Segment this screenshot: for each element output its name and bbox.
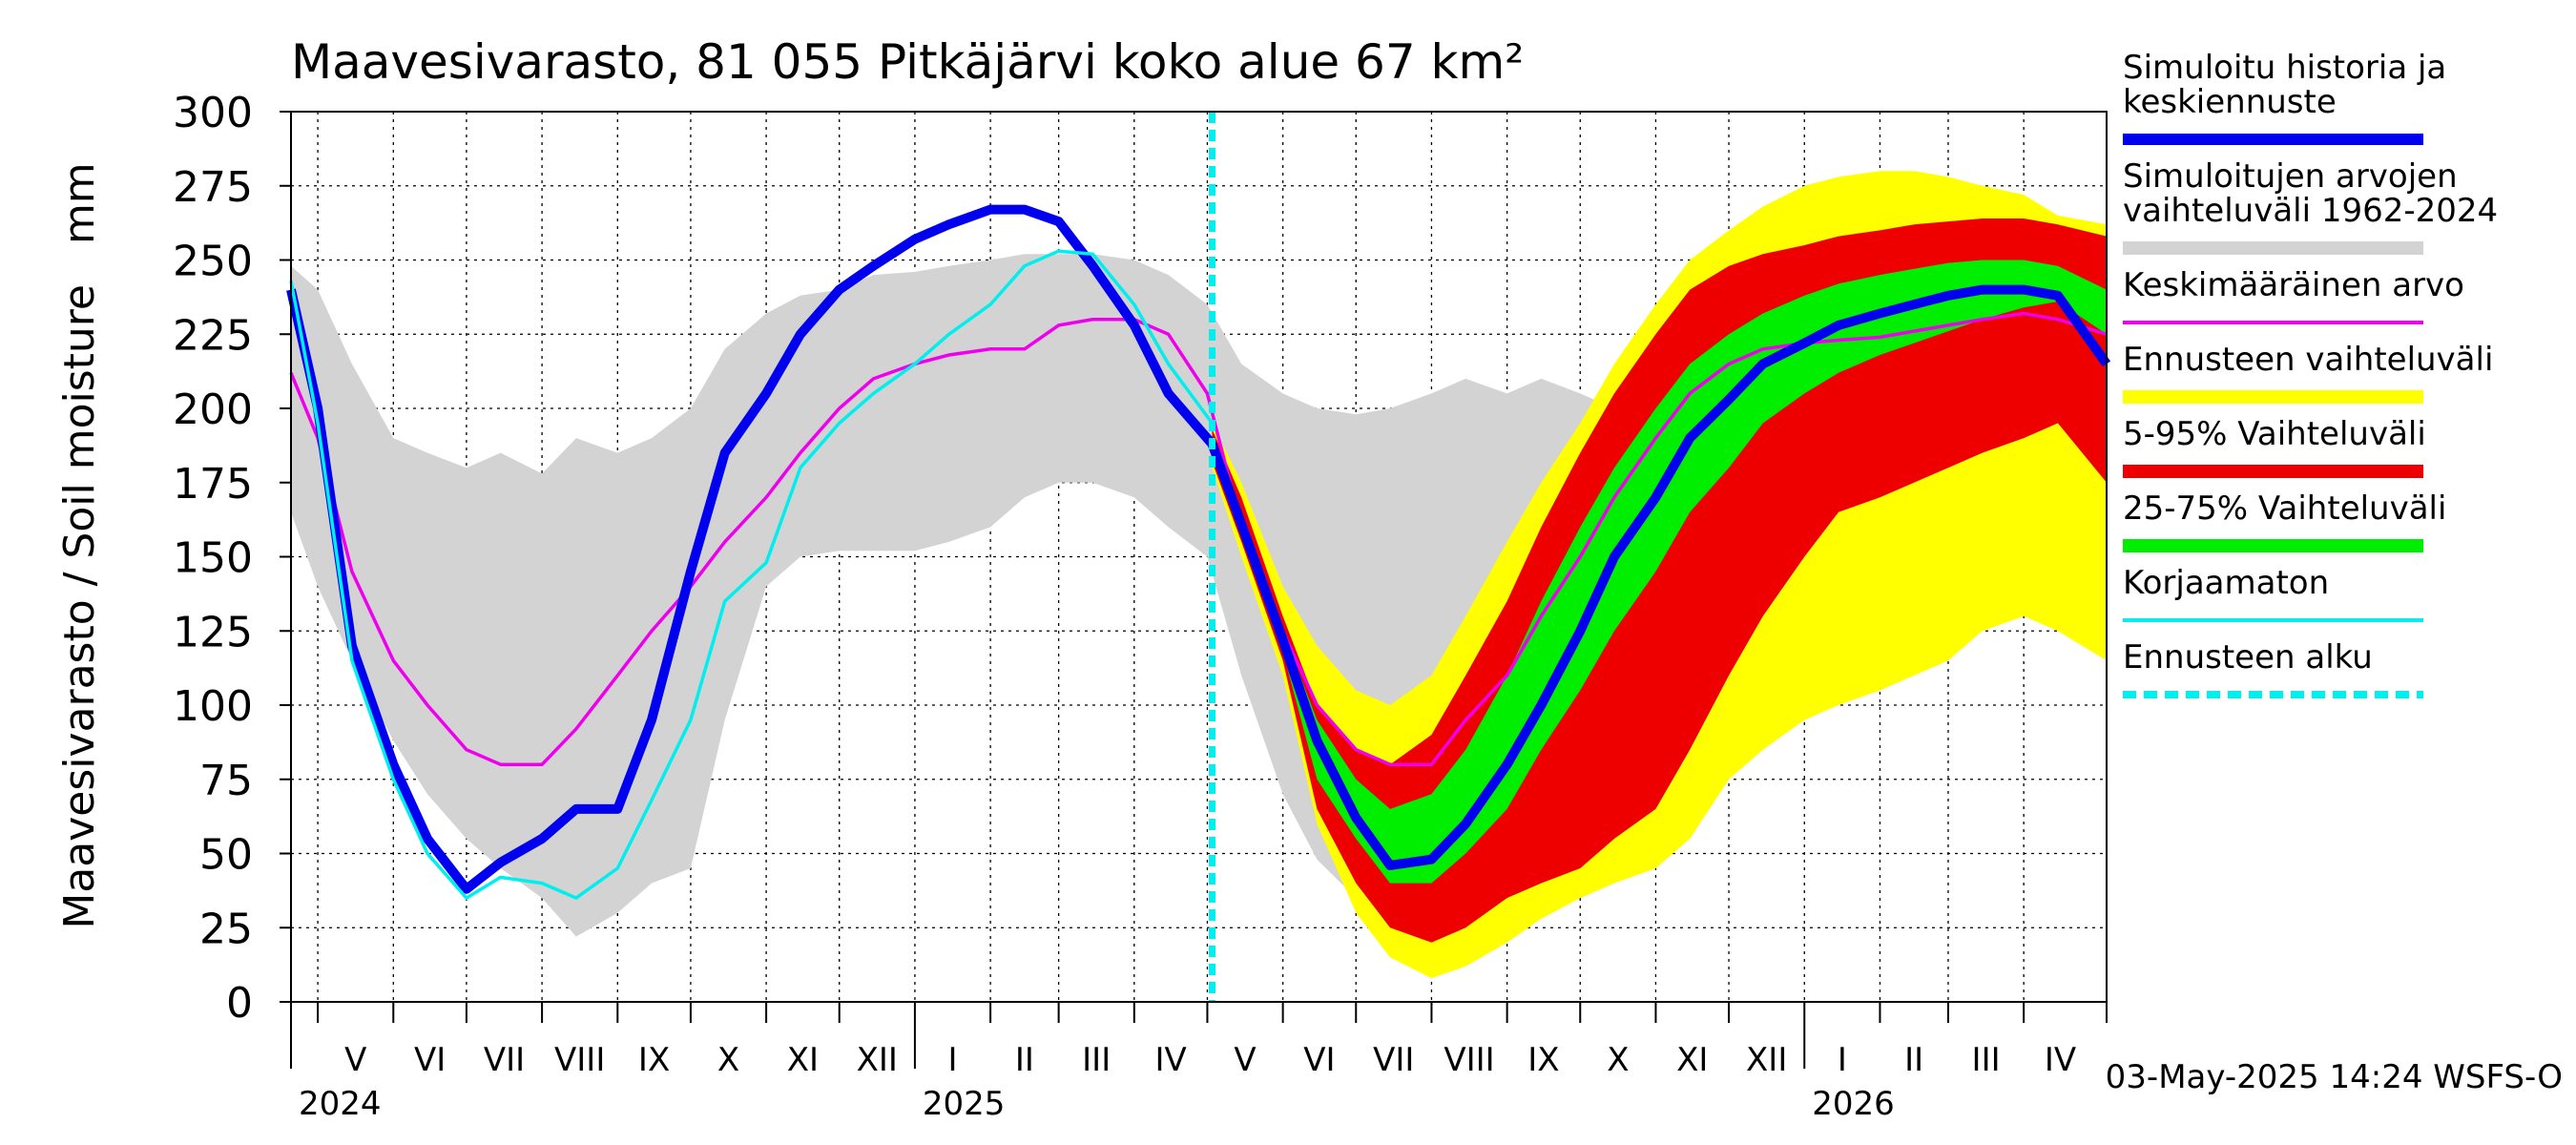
x-month-label: VIII	[1444, 1041, 1494, 1079]
y-tick-label: 125	[173, 608, 253, 656]
y-tick-label: 150	[173, 534, 253, 583]
x-month-label: I	[1838, 1041, 1847, 1079]
legend: Simuloitu historia ja keskiennuste Simuloi…	[2123, 49, 2498, 698]
y-tick-label: 50	[199, 831, 253, 880]
footer-timestamp: 03-May-2025 14:24 WSFS-O	[2106, 1058, 2563, 1096]
y-axis: 0 25 50 75 100 125 150 175 200 225 250 275 300	[173, 89, 291, 1028]
legend-label-fstart: Ennusteen alku	[2123, 638, 2373, 677]
x-month-label: III	[1972, 1041, 2001, 1079]
x-month-label: IV	[1154, 1041, 1186, 1079]
legend-label-mean: Keskimääräinen arvo	[2123, 266, 2464, 304]
y-axis-label: Maavesivarasto / Soil moisture mm	[55, 162, 104, 928]
y-tick-label: 225	[173, 311, 253, 360]
x-month-label: V	[1234, 1041, 1256, 1079]
legend-label-sim: Simuloitu historia ja keskiennuste	[2123, 49, 2446, 121]
x-month-label: I	[947, 1041, 957, 1079]
legend-label-p25_75: 25-75% Vaihteluväli	[2123, 489, 2446, 528]
x-month-label: II	[1015, 1041, 1034, 1079]
x-month-label: X	[717, 1041, 739, 1079]
x-month-label: VI	[1303, 1041, 1335, 1079]
x-month-label: XI	[787, 1041, 819, 1079]
legend-label-uncorr: Korjaamaton	[2123, 564, 2329, 602]
y-tick-label: 200	[173, 385, 253, 434]
series-lines	[286, 112, 2111, 1002]
chart-title: Maavesivarasto, 81 055 Pitkäjärvi koko a…	[291, 34, 1524, 90]
x-month-label: XII	[1746, 1041, 1787, 1079]
x-year-label: 2025	[923, 1085, 1006, 1123]
legend-label-range: Simuloitujen arvojen vaihteluväli 1962-20…	[2123, 157, 2498, 230]
y-tick-label: 300	[173, 89, 253, 137]
y-tick-label: 0	[226, 979, 253, 1028]
x-month-label: III	[1082, 1041, 1111, 1079]
legend-label-p5_95: 5-95% Vaihteluväli	[2123, 415, 2426, 453]
median-forecast-line	[1207, 284, 2111, 870]
y-tick-label: 100	[173, 682, 253, 731]
y-tick-label: 175	[173, 460, 253, 509]
legend-label-ens: Ennusteen vaihteluväli	[2123, 341, 2493, 379]
x-month-label: XI	[1676, 1041, 1708, 1079]
x-month-label: VII	[484, 1041, 525, 1079]
x-month-label: V	[344, 1041, 366, 1079]
x-month-label: X	[1607, 1041, 1629, 1079]
x-axis: V VI VII VIII IX X XI XII I II III IV V VI VII VIII IX X X…	[290, 1002, 2108, 1123]
x-month-label: XII	[857, 1041, 898, 1079]
x-year-label: 2026	[1812, 1085, 1895, 1123]
y-tick-label: 75	[199, 757, 253, 805]
x-month-label: VI	[414, 1041, 446, 1079]
uncorrected-line	[289, 249, 1214, 901]
x-month-label: IX	[1527, 1041, 1559, 1079]
y-tick-label: 250	[173, 238, 253, 286]
y-tick-label: 25	[199, 905, 253, 953]
x-year-label: 2024	[299, 1085, 382, 1123]
x-month-label: VII	[1373, 1041, 1414, 1079]
y-tick-label: 275	[173, 163, 253, 212]
x-month-label: II	[1904, 1041, 1923, 1079]
simulated-history-line	[286, 204, 1216, 894]
x-month-label: IX	[638, 1041, 670, 1079]
x-month-label: IV	[2045, 1041, 2076, 1079]
x-month-label: VIII	[554, 1041, 605, 1079]
